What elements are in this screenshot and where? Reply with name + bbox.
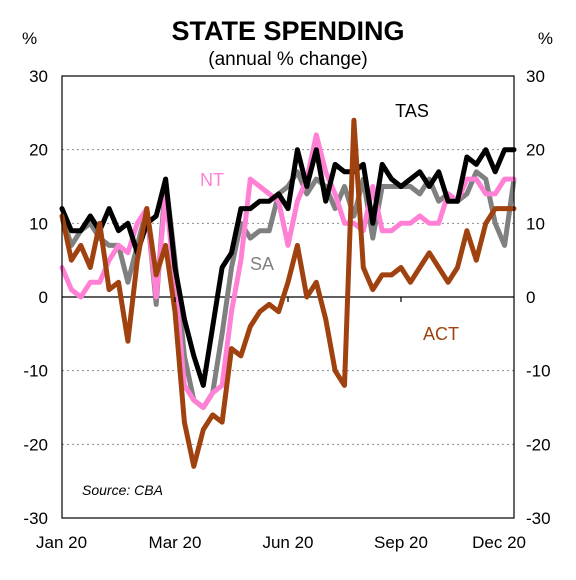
series-label-sa: SA (250, 254, 274, 274)
x-tick-label: Jun 20 (262, 533, 313, 552)
y-tick-label-right: 0 (526, 288, 535, 307)
y-tick-label-right: 10 (526, 214, 545, 233)
y-tick-label-left: 10 (29, 214, 48, 233)
y-tick-label-right: 20 (526, 141, 545, 160)
y-axis-left-ticks: 30 20 10 0 -10 -20 -30 (23, 67, 48, 528)
x-tick-label: Mar 20 (149, 533, 202, 552)
chart-subtitle: (annual % change) (208, 49, 368, 70)
y-tick-label-right: -30 (526, 509, 551, 528)
x-tick-label: Sep 20 (374, 533, 428, 552)
y-tick-label-left: 20 (29, 141, 48, 160)
series-line-act (59, 117, 517, 469)
series-lines (59, 117, 517, 469)
series-line-nt (59, 132, 517, 410)
series-label-tas: TAS (395, 101, 429, 121)
x-tick-label: Dec 20 (472, 533, 526, 552)
chart-title: STATE SPENDING (171, 16, 404, 46)
y-tick-label-left: -10 (23, 362, 48, 381)
left-unit-label: % (22, 29, 37, 48)
y-tick-label-left: 0 (39, 288, 48, 307)
y-tick-label-right: 30 (526, 67, 545, 86)
x-tick-marks (174, 297, 402, 302)
y-tick-label-left: -30 (23, 509, 48, 528)
y-axis-right-ticks: 30 20 10 0 -10 -20 -30 (526, 67, 551, 528)
series-label-nt: NT (200, 170, 224, 190)
series-labels: TAS NT SA ACT (200, 101, 459, 344)
series-label-act: ACT (423, 324, 459, 344)
y-tick-label-left: -20 (23, 435, 48, 454)
y-tick-label-left: 30 (29, 67, 48, 86)
x-tick-label: Jan 20 (36, 533, 87, 552)
source-note: Source: CBA (82, 482, 163, 498)
plot-frame (61, 75, 515, 519)
x-axis-ticks: Jan 20 Mar 20 Jun 20 Sep 20 Dec 20 (36, 533, 526, 552)
y-tick-label-right: -20 (526, 435, 551, 454)
right-unit-label: % (538, 29, 553, 48)
y-tick-label-right: -10 (526, 362, 551, 381)
